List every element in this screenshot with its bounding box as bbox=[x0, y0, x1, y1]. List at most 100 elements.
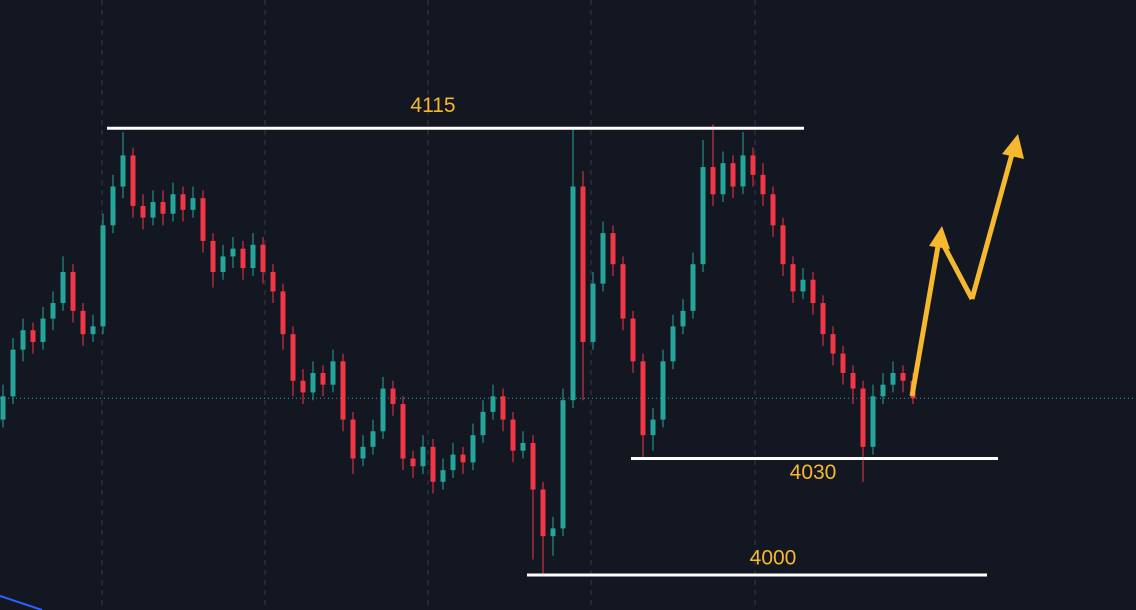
candle-body bbox=[340, 361, 346, 420]
candle-body bbox=[750, 155, 756, 175]
arrow-shaft bbox=[969, 153, 1015, 300]
candle-body bbox=[660, 361, 666, 420]
candle-body bbox=[480, 411, 486, 436]
candle-body bbox=[640, 361, 646, 436]
candle-body bbox=[490, 396, 496, 412]
candle-body bbox=[580, 186, 586, 342]
candle-body bbox=[210, 240, 216, 272]
candle-body bbox=[410, 458, 416, 467]
candle-body bbox=[80, 310, 86, 335]
plot: 4115 4030 4000 bbox=[0, 94, 1136, 577]
candle-body bbox=[570, 186, 576, 401]
candle-body bbox=[670, 326, 676, 362]
arrow-head bbox=[929, 226, 950, 249]
candle-body bbox=[300, 380, 306, 393]
candle-body bbox=[500, 396, 506, 420]
candle-body bbox=[150, 202, 156, 218]
candle-body bbox=[690, 264, 696, 311]
candle-body bbox=[290, 334, 296, 381]
candle-body bbox=[880, 384, 886, 397]
candle-body bbox=[390, 388, 396, 405]
candle-body bbox=[630, 318, 636, 362]
candle-body bbox=[360, 446, 366, 459]
candle-body bbox=[820, 303, 826, 335]
candle-body bbox=[370, 431, 376, 447]
candle-body bbox=[860, 388, 866, 447]
candle-body bbox=[200, 198, 206, 241]
candle-body bbox=[10, 349, 16, 397]
candle-body bbox=[60, 271, 66, 304]
candle-body bbox=[50, 303, 56, 319]
candle-body bbox=[830, 334, 836, 354]
candle-body bbox=[710, 167, 716, 195]
candle-body bbox=[260, 244, 266, 272]
candle-body bbox=[190, 198, 196, 210]
candle-body bbox=[620, 264, 626, 319]
candle-body bbox=[900, 372, 906, 381]
candle-body bbox=[0, 396, 6, 420]
arrow-shaft bbox=[941, 244, 975, 301]
candle-body bbox=[800, 279, 806, 292]
candle-body bbox=[130, 155, 136, 206]
candle-body bbox=[730, 163, 736, 187]
projection-arrows bbox=[909, 134, 1024, 397]
level-label: 4115 bbox=[410, 94, 455, 117]
candle-body bbox=[270, 271, 276, 292]
candle-body bbox=[780, 225, 786, 265]
candle-body bbox=[110, 186, 116, 226]
candle-body bbox=[680, 310, 686, 327]
candle-body bbox=[460, 454, 466, 463]
candle-body bbox=[40, 318, 46, 342]
candle-body bbox=[230, 248, 236, 257]
arrow-shaft bbox=[909, 245, 941, 397]
candle-body bbox=[790, 264, 796, 292]
indicator-line bbox=[0, 595, 43, 610]
candle-body bbox=[870, 396, 876, 447]
candle-body bbox=[140, 205, 146, 218]
candle-body bbox=[700, 167, 706, 265]
candle-body bbox=[380, 388, 386, 432]
candle-body bbox=[610, 233, 616, 265]
candle-body bbox=[160, 202, 166, 214]
candle-body bbox=[120, 155, 126, 187]
candle-body bbox=[240, 248, 246, 269]
candle-body bbox=[310, 372, 316, 393]
candle-body bbox=[760, 174, 766, 195]
candle-body bbox=[100, 225, 106, 327]
candle-body bbox=[540, 489, 546, 537]
level-label: 4000 bbox=[750, 547, 797, 570]
candle-body bbox=[810, 279, 816, 304]
level-label: 4030 bbox=[790, 461, 837, 484]
candle-body bbox=[520, 442, 526, 451]
candle-body bbox=[720, 163, 726, 195]
candle-body bbox=[440, 470, 446, 482]
candle-body bbox=[740, 155, 746, 187]
candle-body bbox=[770, 194, 776, 226]
candle-body bbox=[220, 256, 226, 272]
candle-body bbox=[510, 419, 516, 451]
candle-body bbox=[550, 528, 556, 537]
candle-body bbox=[840, 353, 846, 373]
candle-body bbox=[560, 400, 566, 529]
candle-body bbox=[20, 330, 26, 350]
candle-body bbox=[850, 372, 856, 389]
candle-body bbox=[530, 442, 536, 490]
candle-body bbox=[450, 454, 456, 471]
candle-body bbox=[430, 446, 436, 482]
candle-body bbox=[170, 194, 176, 214]
candle-body bbox=[330, 361, 336, 385]
candle-body bbox=[30, 330, 36, 342]
candle-body bbox=[250, 244, 256, 269]
candle-body bbox=[320, 372, 326, 385]
candle-body bbox=[400, 404, 406, 459]
candle-body bbox=[650, 419, 656, 436]
candle-body bbox=[420, 446, 426, 467]
candle-body bbox=[470, 435, 476, 463]
candle-body bbox=[70, 271, 76, 311]
candle-body bbox=[590, 283, 596, 342]
candle-body bbox=[180, 194, 186, 210]
candle-body bbox=[90, 326, 96, 335]
